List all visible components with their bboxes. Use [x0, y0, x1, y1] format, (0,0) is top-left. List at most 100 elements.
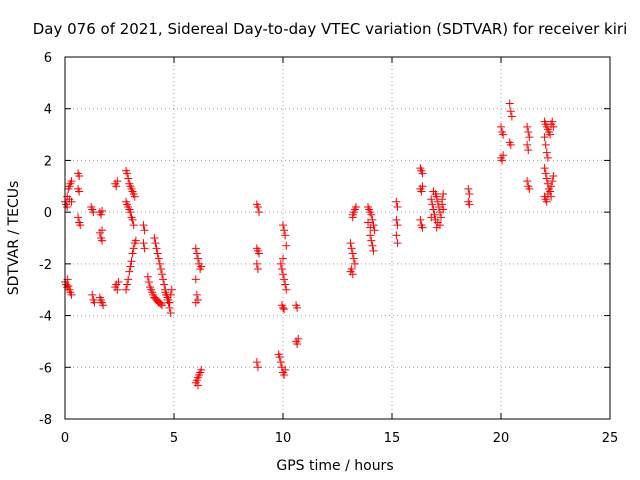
data-point: [74, 213, 83, 222]
data-point: [67, 290, 76, 299]
x-tick-label: 15: [384, 431, 401, 446]
data-point: [498, 156, 507, 165]
data-point: [275, 352, 284, 361]
data-point: [75, 187, 84, 196]
data-point: [88, 290, 97, 299]
data-point: [67, 177, 76, 186]
data-point: [427, 195, 436, 204]
data-point: [540, 133, 549, 142]
data-point: [367, 236, 376, 245]
data-point: [114, 277, 123, 286]
data-point: [192, 290, 201, 299]
data-point: [549, 171, 558, 180]
data-point: [113, 177, 122, 186]
data-point: [279, 254, 287, 263]
data-point: [64, 281, 73, 290]
data-point: [429, 205, 438, 214]
data-point: [160, 280, 169, 289]
data-point: [143, 272, 152, 281]
data-point: [548, 117, 557, 126]
data-point: [506, 140, 515, 149]
data-point: [154, 254, 163, 263]
data-point: [150, 234, 159, 242]
data-point: [129, 244, 138, 253]
plot-frame: [64, 56, 611, 420]
data-point: [542, 148, 551, 157]
data-point: [279, 303, 287, 312]
data-point: [96, 210, 105, 219]
data-point: [347, 244, 356, 253]
data-point: [128, 215, 137, 224]
y-tick-label: -8: [39, 413, 52, 428]
data-point: [525, 184, 534, 193]
data-point: [499, 151, 508, 160]
data-point: [165, 298, 174, 307]
data-point: [151, 239, 160, 248]
data-point: [193, 381, 202, 390]
data-point: [140, 244, 149, 253]
data-point: [392, 231, 401, 240]
y-tick-label: -6: [39, 361, 52, 376]
x-axis-label: GPS time / hours: [276, 458, 393, 474]
chart-title: Day 076 of 2021, Sidereal Day-to-day VTE…: [33, 20, 628, 38]
data-point: [281, 231, 290, 240]
data-point: [499, 130, 508, 139]
data-point: [159, 275, 168, 284]
data-point: [253, 202, 262, 211]
data-point: [139, 221, 148, 230]
data-point: [98, 226, 107, 235]
data-point: [253, 363, 262, 372]
data-point: [276, 259, 285, 268]
data-point: [393, 221, 402, 230]
data-point: [76, 221, 85, 230]
data-point: [129, 221, 138, 230]
data-point: [506, 107, 515, 116]
data-point: [418, 169, 427, 178]
data-point: [158, 270, 167, 279]
data-point: [255, 208, 264, 217]
data-point: [540, 164, 549, 173]
data-point: [255, 249, 264, 258]
data-point: [369, 246, 378, 255]
data-point: [281, 365, 290, 374]
data-point: [158, 301, 167, 310]
data-point: [191, 275, 200, 284]
data-point: [294, 334, 303, 343]
data-point: [113, 285, 122, 294]
data-point: [368, 241, 377, 250]
data-point: [197, 262, 206, 271]
data-point: [282, 285, 291, 294]
data-point: [367, 210, 376, 219]
data-point: [191, 298, 200, 307]
y-axis-label: SDTVAR / TECUs: [6, 181, 22, 296]
data-point: [523, 122, 532, 131]
data-point: [122, 285, 131, 294]
data-point: [139, 239, 148, 248]
data-point: [437, 213, 446, 222]
data-point: [428, 200, 437, 209]
y-tick-label: 4: [44, 103, 52, 118]
data-point: [542, 174, 551, 183]
data-point: [364, 218, 373, 227]
data-point: [252, 259, 261, 268]
data-point: [166, 290, 175, 299]
data-point: [523, 177, 532, 186]
data-point: [438, 200, 447, 209]
data-point: [167, 285, 176, 294]
data-point: [348, 249, 357, 258]
data-point: [166, 308, 175, 317]
data-point: [67, 197, 76, 206]
data-point: [368, 215, 377, 224]
x-tick-label: 10: [275, 431, 292, 446]
data-point: [393, 239, 402, 248]
data-point: [427, 213, 436, 222]
data-point: [370, 226, 379, 235]
data-point: [507, 112, 516, 121]
data-point: [282, 241, 291, 250]
data-point: [366, 231, 375, 240]
data-point: [124, 174, 133, 183]
y-tick-label: 6: [44, 51, 52, 66]
data-point: [548, 177, 557, 186]
y-tick-label: -4: [39, 310, 52, 325]
